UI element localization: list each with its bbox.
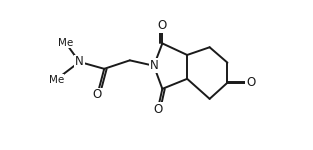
Text: N: N: [149, 59, 158, 72]
Text: O: O: [153, 103, 162, 116]
Text: Me: Me: [58, 38, 73, 48]
Text: Me: Me: [49, 75, 64, 85]
Text: O: O: [246, 76, 255, 89]
Text: O: O: [93, 88, 102, 102]
Text: N: N: [75, 55, 84, 68]
Text: O: O: [158, 19, 167, 32]
